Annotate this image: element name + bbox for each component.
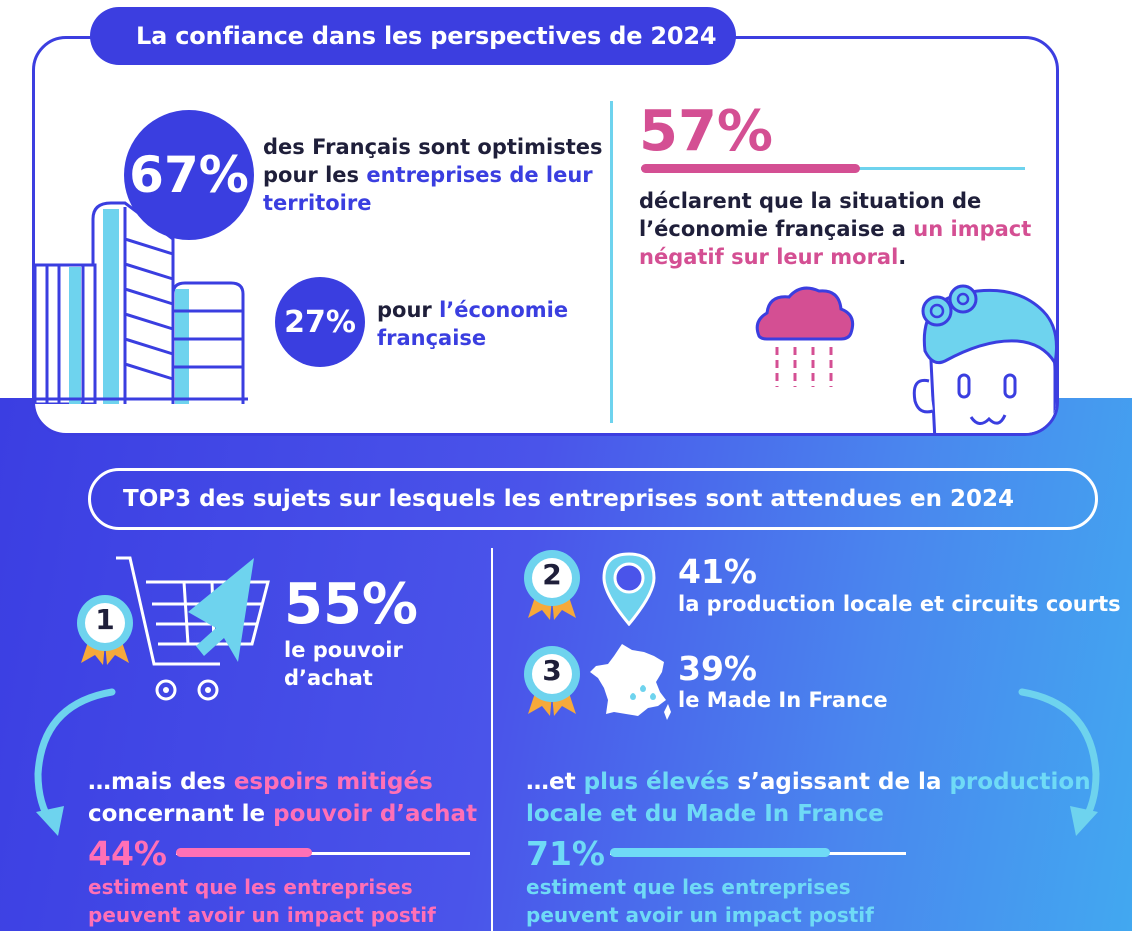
worried-face-icon	[912, 284, 1056, 433]
buildings-icon	[35, 201, 248, 404]
rank-1-badge-icon	[77, 595, 133, 665]
stat-57-value: 57%	[639, 99, 774, 164]
rank-2-number: 2	[542, 558, 562, 591]
rank-2-value: 41%	[678, 552, 757, 591]
right-note-heading: …et plus élevés s’agissant de la product…	[526, 769, 1091, 827]
rank-3-badge-icon	[524, 646, 580, 716]
stat-67-text: des Français sont optimistes pour les en…	[263, 135, 603, 215]
location-pin-icon	[602, 552, 656, 626]
right-note-value: 71%	[526, 834, 605, 873]
left-note-bar	[176, 848, 313, 857]
rank-3-value: 39%	[678, 649, 757, 688]
rank-1-value: 55%	[284, 572, 419, 637]
shopping-cart-icon	[116, 556, 270, 701]
left-note-description: estiment que les entreprises peuvent avo…	[88, 875, 436, 927]
rank-1-label: le pouvoir d’achat	[284, 638, 403, 690]
section1-title: La confiance dans les perspectives de 20…	[90, 7, 736, 65]
france-map-icon	[590, 644, 671, 720]
section2-divider	[491, 548, 493, 931]
section2-title: TOP3 des sujets sur lesquels les entrepr…	[88, 468, 1098, 530]
stat-57-text: déclarent que la situation de l’économie…	[639, 189, 1032, 269]
rank-1-number: 1	[95, 603, 115, 636]
left-note-track	[176, 852, 470, 855]
stat-67-circle: 67%	[124, 110, 254, 240]
stat-27-circle: 27%	[275, 277, 365, 367]
left-note-heading: …mais des espoirs mitigés concernant le …	[88, 769, 478, 827]
confidence-card: 67% des Français sont optimistes pour le…	[32, 36, 1059, 436]
card-divider	[610, 101, 613, 423]
right-note-bar	[610, 848, 831, 857]
stat-27-value: 27%	[284, 304, 356, 340]
right-curved-arrow-icon	[1018, 688, 1100, 836]
left-note-value: 44%	[88, 834, 167, 873]
stat-27-text: pour l’économie française	[377, 298, 569, 350]
rain-cloud-icon	[755, 286, 855, 387]
stat-57-bar	[641, 164, 860, 173]
left-curved-arrow-icon	[34, 688, 116, 836]
rank-3-label: le Made In France	[678, 688, 888, 712]
rank-3-number: 3	[542, 654, 562, 687]
rank-2-label: la production locale et circuits courts	[678, 592, 1121, 616]
stat-67-value: 67%	[129, 146, 249, 204]
right-note-description: estiment que les entreprises peuvent avo…	[526, 875, 874, 927]
rank-2-badge-icon	[524, 550, 580, 620]
